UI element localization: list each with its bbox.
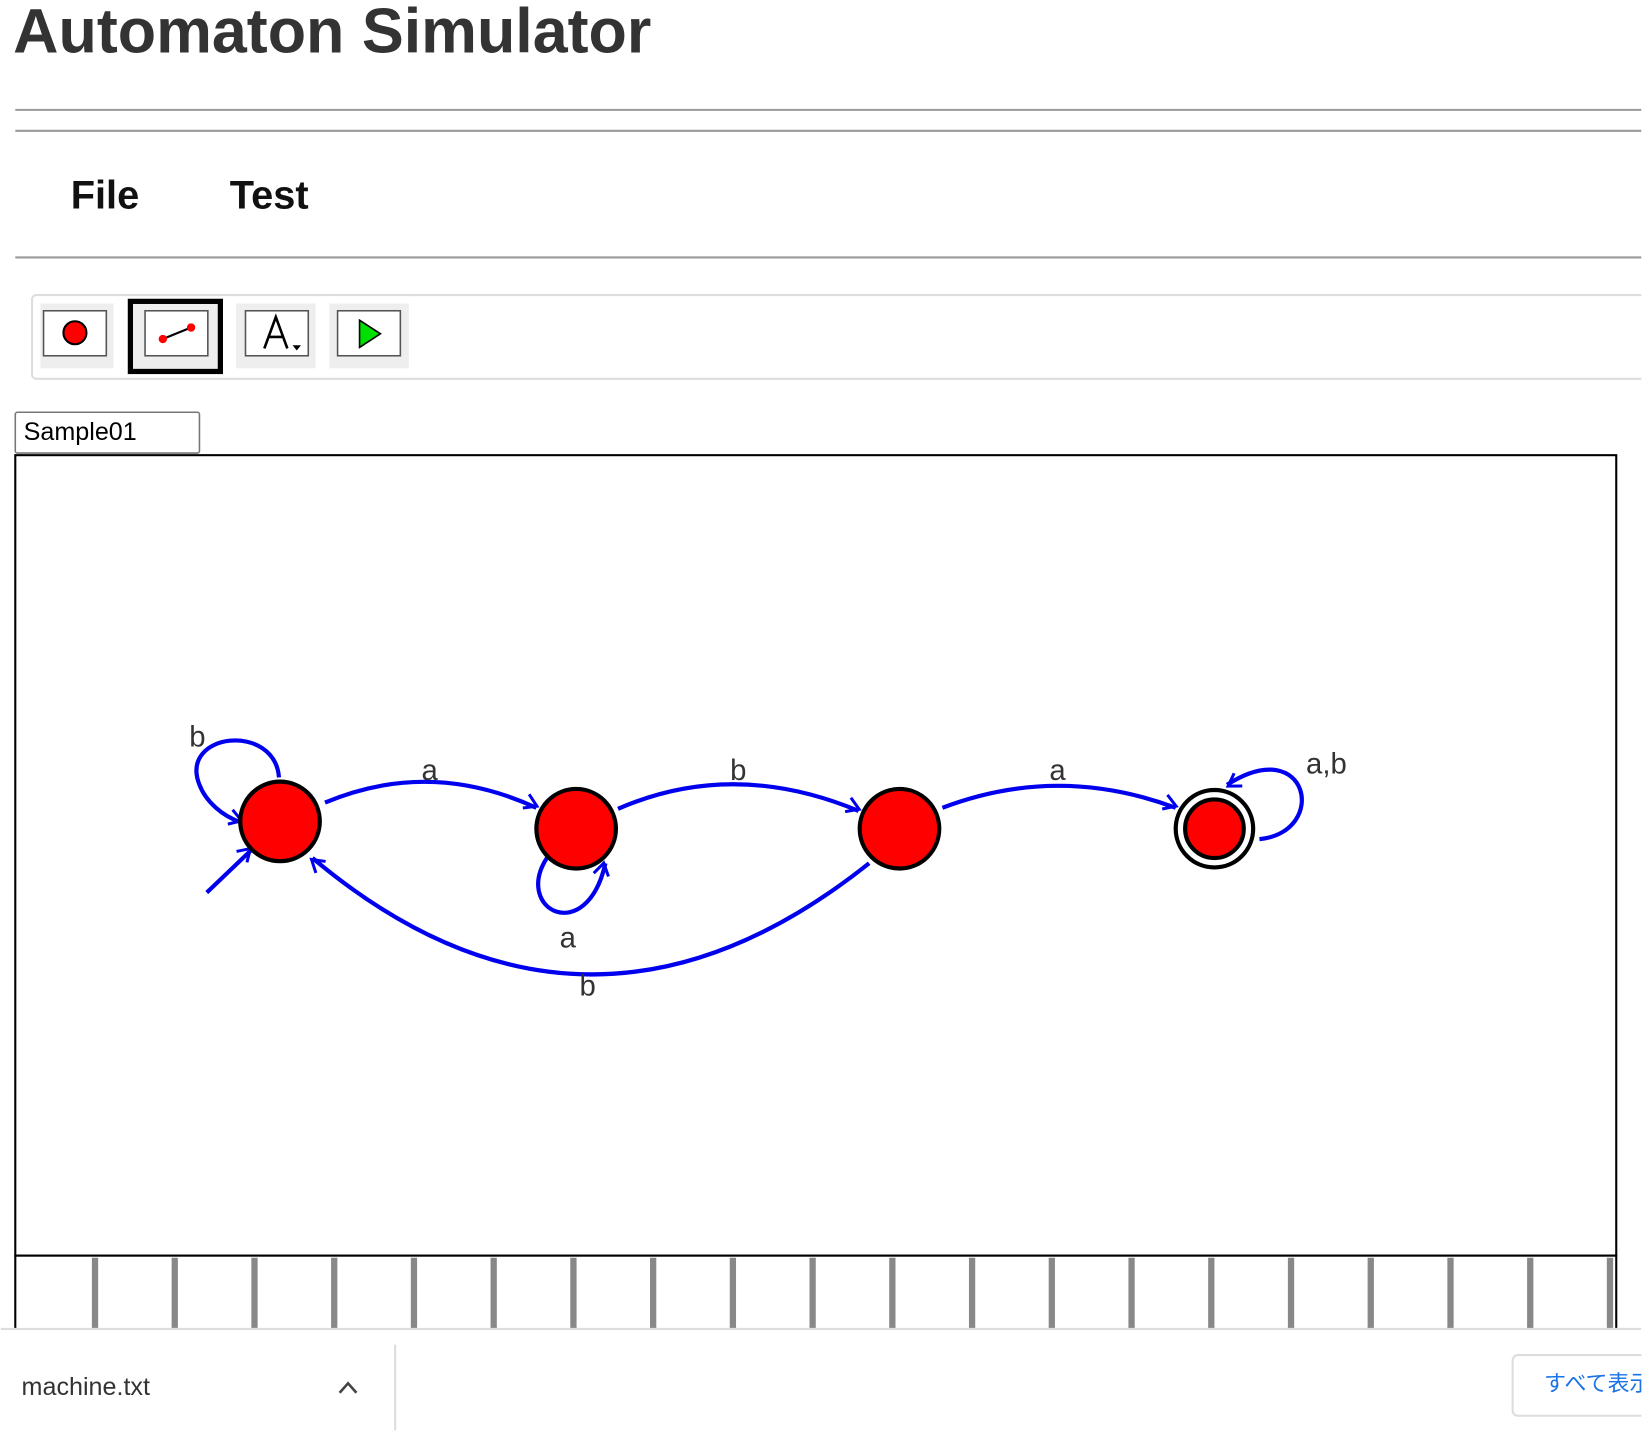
tool-edge[interactable] [127,298,223,375]
show-all-button[interactable] [1511,1354,1642,1417]
state[interactable] [534,786,619,871]
show-all-text[interactable]: すべて表示 [1544,1371,1642,1396]
edge-label: b [580,970,596,1003]
edge [536,856,610,915]
edge-label: b [189,720,205,753]
name-input-text[interactable]: Sample01 [24,418,137,446]
edge [941,783,1179,811]
initial-arrow [205,846,254,895]
edge [194,738,282,826]
edge-label: a,b [1306,748,1347,781]
tool-label[interactable] [236,303,316,369]
tape [14,1254,1618,1341]
edge [1225,767,1304,842]
name-input[interactable] [14,411,201,454]
edge [309,856,871,977]
chevron[interactable] [338,1381,358,1394]
state[interactable] [1183,797,1246,861]
edge-label: a [560,921,577,954]
state[interactable] [857,786,942,871]
download-file[interactable]: machine.txt [22,1373,150,1401]
menu-file[interactable]: File [71,173,139,217]
tool-state[interactable] [40,303,114,369]
download-bar [0,1328,1642,1444]
edge [617,782,862,814]
tool-run[interactable] [329,303,409,369]
edge [324,779,540,810]
page-title: Automaton Simulator [13,0,651,66]
edge-label: a [1049,754,1066,787]
state[interactable] [238,779,322,864]
menu-test[interactable]: Test [230,173,309,217]
toolbar [30,294,1642,380]
edge-label: a [422,754,439,787]
diagram: b a b a a,b a b [189,720,1347,1002]
edge-label: b [730,754,746,787]
canvas[interactable] [14,454,1618,1257]
